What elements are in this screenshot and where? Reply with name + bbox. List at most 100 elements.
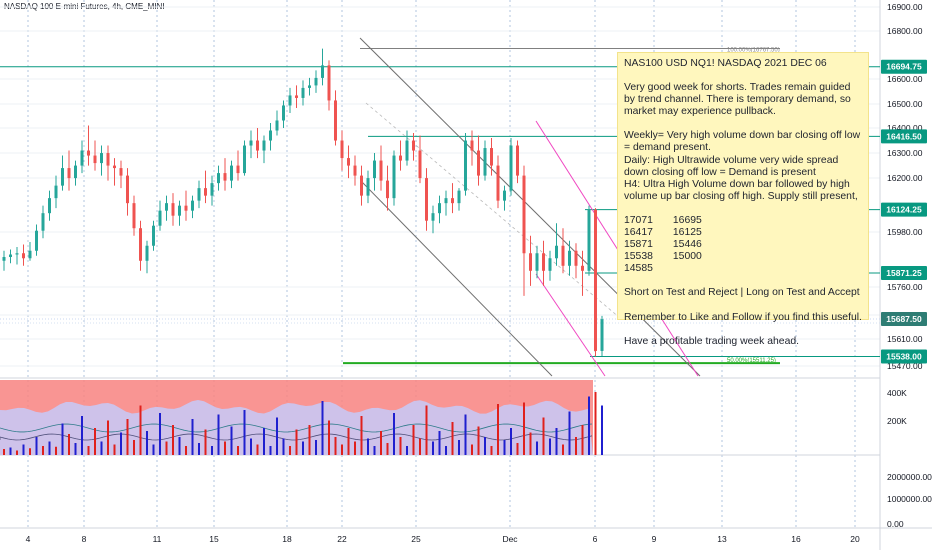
volume-bar	[237, 446, 239, 455]
level-cell: 15538	[624, 251, 653, 263]
candle-body	[204, 188, 207, 196]
volume-bar	[562, 444, 564, 455]
volume-bar	[133, 440, 135, 455]
candle-body	[561, 245, 565, 266]
volume-bar	[503, 440, 506, 455]
volume-bar	[100, 441, 103, 455]
candle-body	[184, 205, 188, 211]
x-tick-label: 16	[791, 534, 801, 544]
candle-body	[282, 105, 285, 121]
volume-bar	[126, 419, 129, 455]
volume-bar	[139, 405, 142, 455]
volume-bar	[451, 422, 454, 455]
candle-body	[41, 213, 45, 231]
volume-bar	[308, 425, 311, 455]
candles	[2, 48, 604, 357]
volume-bar	[165, 441, 168, 455]
x-tick-label: 8	[82, 534, 87, 544]
volume-bar	[217, 414, 220, 455]
candle-body	[61, 168, 64, 186]
candle-body	[535, 253, 539, 271]
y-tick-label: 15610.00	[887, 334, 923, 344]
volume-bar	[399, 437, 402, 455]
y-tick-label: 15470.00	[887, 361, 923, 371]
candle-body	[327, 65, 331, 101]
volume-bar	[9, 447, 12, 455]
lower-tick-label: 0.00	[887, 519, 904, 529]
candle-body	[353, 165, 357, 176]
volume-bar	[289, 446, 291, 455]
volume-bar	[178, 437, 181, 455]
levels-row: 17071 16695	[624, 215, 722, 227]
volume-bar	[464, 414, 467, 455]
volume-bar	[185, 446, 187, 455]
levels-table: 17071 16695 16417 16125 15871 15446 15538 15…	[624, 215, 722, 275]
price-badge-label: 15538.00	[886, 351, 922, 361]
volume-bar	[152, 444, 155, 455]
volume-bar	[425, 405, 428, 455]
candle-body	[483, 148, 487, 176]
candle-body	[444, 198, 448, 204]
level-cell: 14585	[624, 263, 653, 275]
volume-bar	[510, 428, 512, 455]
price-badge-label: 15871.25	[886, 268, 922, 278]
volume-bar	[243, 410, 246, 455]
candle-body	[35, 230, 38, 251]
volume-bar	[321, 401, 324, 455]
candle-body	[529, 253, 532, 271]
volume-bar	[386, 443, 389, 455]
y-tick-label: 16300.00	[887, 148, 923, 158]
price-badge-label: 16694.75	[886, 62, 922, 72]
candle-body	[399, 155, 402, 161]
candle-body	[347, 158, 350, 166]
candle-body	[243, 145, 246, 174]
candle-body	[516, 145, 519, 176]
candle-body	[496, 165, 500, 201]
note-title: NAS100 USD NQ1! NASDAQ 2021 DEC 06	[624, 58, 827, 69]
note-para1: Very good week for shorts. Trades remain…	[624, 82, 851, 118]
volume-bar	[211, 446, 213, 455]
candle-body	[503, 190, 506, 201]
note-daily: Daily: High Ultrawide volume very wide s…	[624, 154, 839, 178]
volume-bar	[172, 425, 174, 455]
price-badge	[881, 265, 927, 280]
price-badge-label: 16416.50	[886, 131, 922, 141]
volume-bar	[250, 438, 252, 455]
volume-bar	[516, 443, 519, 455]
y-tick-label: 16600.00	[887, 74, 923, 84]
candle-body	[379, 160, 383, 181]
candle-body	[340, 140, 344, 159]
volume-bar	[61, 423, 64, 455]
volume-bar	[523, 402, 525, 455]
candle-body	[119, 168, 123, 176]
x-tick-label: 6	[593, 534, 598, 544]
candle-body	[457, 190, 461, 204]
price-badge	[881, 202, 927, 217]
candle-body	[132, 203, 136, 229]
candle-body	[431, 213, 435, 221]
volume-bar	[55, 446, 57, 455]
y-tick-label: 16900.00	[887, 2, 923, 12]
y-tick-label: 15760.00	[887, 282, 923, 292]
volume-bar	[419, 438, 421, 455]
candle-body	[581, 265, 584, 271]
x-tick-label: Dec	[502, 534, 518, 544]
candle-body	[334, 100, 337, 141]
levels-row: 14585	[624, 263, 722, 275]
candle-body	[178, 205, 181, 216]
candle-body	[158, 210, 162, 226]
candle-body	[314, 77, 318, 86]
volume-bar	[328, 420, 330, 455]
candle-body	[126, 175, 129, 204]
volume-bar	[406, 446, 408, 455]
level-cell: 15000	[672, 251, 702, 263]
candle-body	[295, 95, 298, 98]
volume-bar	[432, 441, 434, 455]
candle-body	[522, 175, 526, 254]
candle-body	[87, 150, 90, 156]
lower-tick-label: 1000000.00	[887, 494, 932, 504]
note-h4: H4: Ultra High Volume down bar followed …	[624, 178, 858, 202]
volume-bar	[302, 441, 304, 455]
candle-body	[67, 168, 71, 179]
